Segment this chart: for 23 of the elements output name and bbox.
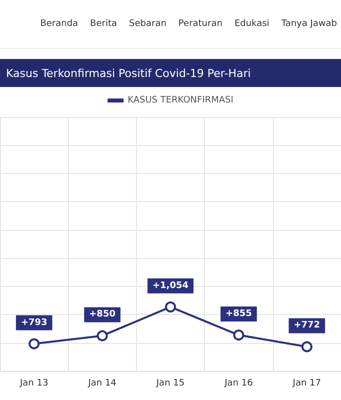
text: Sebaran (129, 19, 166, 29)
x-tick-label: Jan 17 (292, 378, 321, 388)
x-tick-label: Jan 16 (224, 378, 254, 388)
data-label: +772 (294, 320, 320, 331)
text: Berita (90, 19, 118, 29)
point (165, 301, 176, 312)
point (28, 338, 40, 350)
data-label: +855 (226, 309, 252, 320)
point (301, 341, 312, 352)
x-tick-label: Jan 15 (155, 378, 185, 388)
text: Beranda (40, 19, 78, 29)
text: Edukasi (234, 19, 270, 29)
legend-label: KASUS TERKONFIRMASI (128, 96, 234, 106)
text: Tanya Jawab (281, 19, 337, 29)
point (233, 330, 244, 341)
data-label: +1,054 (152, 280, 189, 291)
text: Peraturan (178, 19, 222, 29)
point (96, 330, 108, 342)
chart-title: Kasus Terkonfirmasi Positif Covid-19 Per-Hari (0, 59, 341, 87)
data-label: +793 (20, 318, 48, 328)
x-tick-label: Jan 13 (19, 378, 48, 388)
data-label: +850 (89, 310, 116, 320)
x-tick-label: Jan 14 (87, 378, 117, 388)
